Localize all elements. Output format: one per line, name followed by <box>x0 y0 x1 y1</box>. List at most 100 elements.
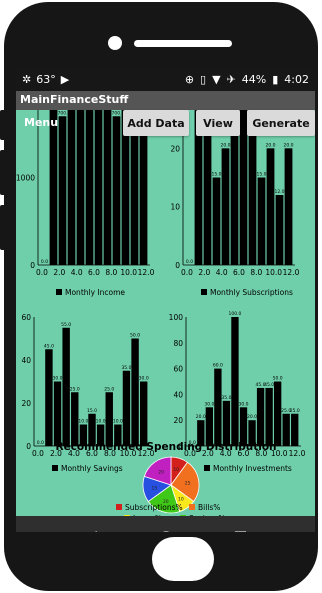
pie-slice-label: 20 <box>163 499 169 505</box>
y-tick-label: 1000 <box>16 174 35 183</box>
bar <box>222 400 231 446</box>
back-icon[interactable]: ◁ <box>86 528 97 532</box>
bar-value-label: 25.0 <box>70 386 80 392</box>
bar <box>265 387 273 446</box>
video-icon: ▶ <box>60 73 70 86</box>
bar-value-label: 100.0 <box>229 311 242 317</box>
home-key[interactable] <box>152 537 214 581</box>
legend-label: Monthly Investments <box>213 464 292 473</box>
bar-value-label: 35.0 <box>221 395 231 401</box>
chart-income: 0100020000.02.04.06.08.010.012.00.01800.… <box>16 110 155 297</box>
x-tick-label: 10.0 <box>120 268 137 277</box>
x-tick-label: 2.0 <box>53 268 65 277</box>
x-tick-label: 4.0 <box>71 268 83 277</box>
add-data-button[interactable]: Add Data <box>123 110 189 136</box>
legend-swatch <box>124 515 130 516</box>
y-tick-label: 40 <box>21 356 31 365</box>
pie-slice <box>143 456 172 486</box>
bar-value-label: 25.0 <box>281 408 291 414</box>
bar <box>130 110 139 265</box>
x-tick-label: 8.0 <box>255 449 267 458</box>
bar <box>53 381 62 446</box>
home-icon[interactable]: ○ <box>160 528 172 532</box>
bar-value-label: 1700.0 <box>55 110 71 116</box>
bar-value-label: 20.0 <box>283 142 293 148</box>
bar-value-label: 35.0 <box>121 365 131 371</box>
legend-label: Loans% <box>133 514 162 516</box>
legend-label: Savings% <box>189 514 225 516</box>
bar <box>291 413 299 446</box>
bar-value-label: 20.0 <box>247 414 257 420</box>
bar <box>88 413 96 446</box>
pie-slice-label: 20 <box>158 469 164 475</box>
bar <box>76 110 85 265</box>
screen: ✲ 63° ▶ ⊕ ▯ ▼ ✈ 44% ▮ 4:02 MainFinanceSt… <box>16 69 315 532</box>
bar-value-label: 45.0 <box>256 382 266 388</box>
x-tick-label: 6.0 <box>88 268 100 277</box>
bar-value-label: 45.0 <box>44 343 54 349</box>
chart-subscriptions: 01020300.02.04.06.08.010.012.00.030.030.… <box>170 110 300 297</box>
volume-up-key[interactable] <box>0 110 6 140</box>
legend-swatch <box>56 289 62 295</box>
x-tick-label: 8.0 <box>250 268 262 277</box>
bar-value-label: 60.0 <box>213 363 223 369</box>
view-button[interactable]: View <box>196 110 240 136</box>
bar-value-label: 30.0 <box>53 376 63 382</box>
bar <box>131 338 139 446</box>
bar <box>248 119 257 266</box>
bar <box>284 148 293 265</box>
x-tick-label: 2.0 <box>198 268 210 277</box>
x-tick-label: 6.0 <box>238 449 250 458</box>
volume-down-key[interactable] <box>0 150 6 195</box>
legend-label: Subscriptions% <box>125 503 183 512</box>
sync-icon: ✲ <box>22 73 32 86</box>
y-tick-label: 10 <box>170 203 180 212</box>
bar-value-label: 25.0 <box>290 408 300 414</box>
bar <box>194 110 203 265</box>
x-tick-label: 0.0 <box>184 449 196 458</box>
y-tick-label: 40 <box>173 390 183 399</box>
x-tick-label: 0.0 <box>36 268 48 277</box>
x-tick-label: 0.0 <box>32 449 44 458</box>
pie-slice <box>170 461 200 503</box>
y-tick-label: 20 <box>173 416 183 425</box>
charts-area: 0100020000.02.04.06.08.010.012.00.01800.… <box>16 110 306 516</box>
status-temp: 63° <box>36 73 56 86</box>
bar-value-label: 1700.0 <box>109 110 125 116</box>
status-bar: ✲ 63° ▶ ⊕ ▯ ▼ ✈ 44% ▮ 4:02 <box>16 69 315 91</box>
bar <box>266 148 275 265</box>
bar <box>230 110 239 265</box>
y-tick-label: 100 <box>169 313 184 322</box>
bar <box>248 420 256 446</box>
pie-slice-label: 10 <box>178 497 184 503</box>
recents-icon[interactable]: □ <box>234 528 247 532</box>
legend-label: Monthly Savings <box>61 464 123 473</box>
navigation-bar: ◁ ○ □ <box>16 516 315 532</box>
x-tick-label: 8.0 <box>105 268 117 277</box>
legend-label: Monthly Subscriptions <box>210 288 293 297</box>
bar-value-label: 12.0 <box>274 189 284 195</box>
power-key[interactable] <box>0 205 6 250</box>
app-title: MainFinanceStuff <box>20 93 129 106</box>
x-tick-label: 10.0 <box>265 268 282 277</box>
wifi-icon: ▼ <box>212 73 221 86</box>
bar <box>139 381 148 446</box>
legend-swatch <box>116 504 122 510</box>
y-tick-label: 0 <box>175 261 180 270</box>
menu-button[interactable]: Menu <box>24 116 59 129</box>
bar <box>273 381 282 446</box>
x-tick-label: 12.0 <box>283 268 300 277</box>
y-tick-label: 0 <box>26 442 31 451</box>
status-battery: 44% <box>241 73 267 86</box>
bar <box>282 413 290 446</box>
app-title-bar: MainFinanceStuff <box>16 91 315 110</box>
y-tick-label: 0 <box>30 261 35 270</box>
generate-button[interactable]: Generate <box>247 110 315 136</box>
bar <box>85 110 94 265</box>
bar-value-label: 10.0 <box>113 419 123 425</box>
bar-value-label: 20.0 <box>265 142 275 148</box>
bar <box>231 317 239 446</box>
x-tick-label: 10.0 <box>120 449 137 458</box>
bar <box>45 349 53 446</box>
